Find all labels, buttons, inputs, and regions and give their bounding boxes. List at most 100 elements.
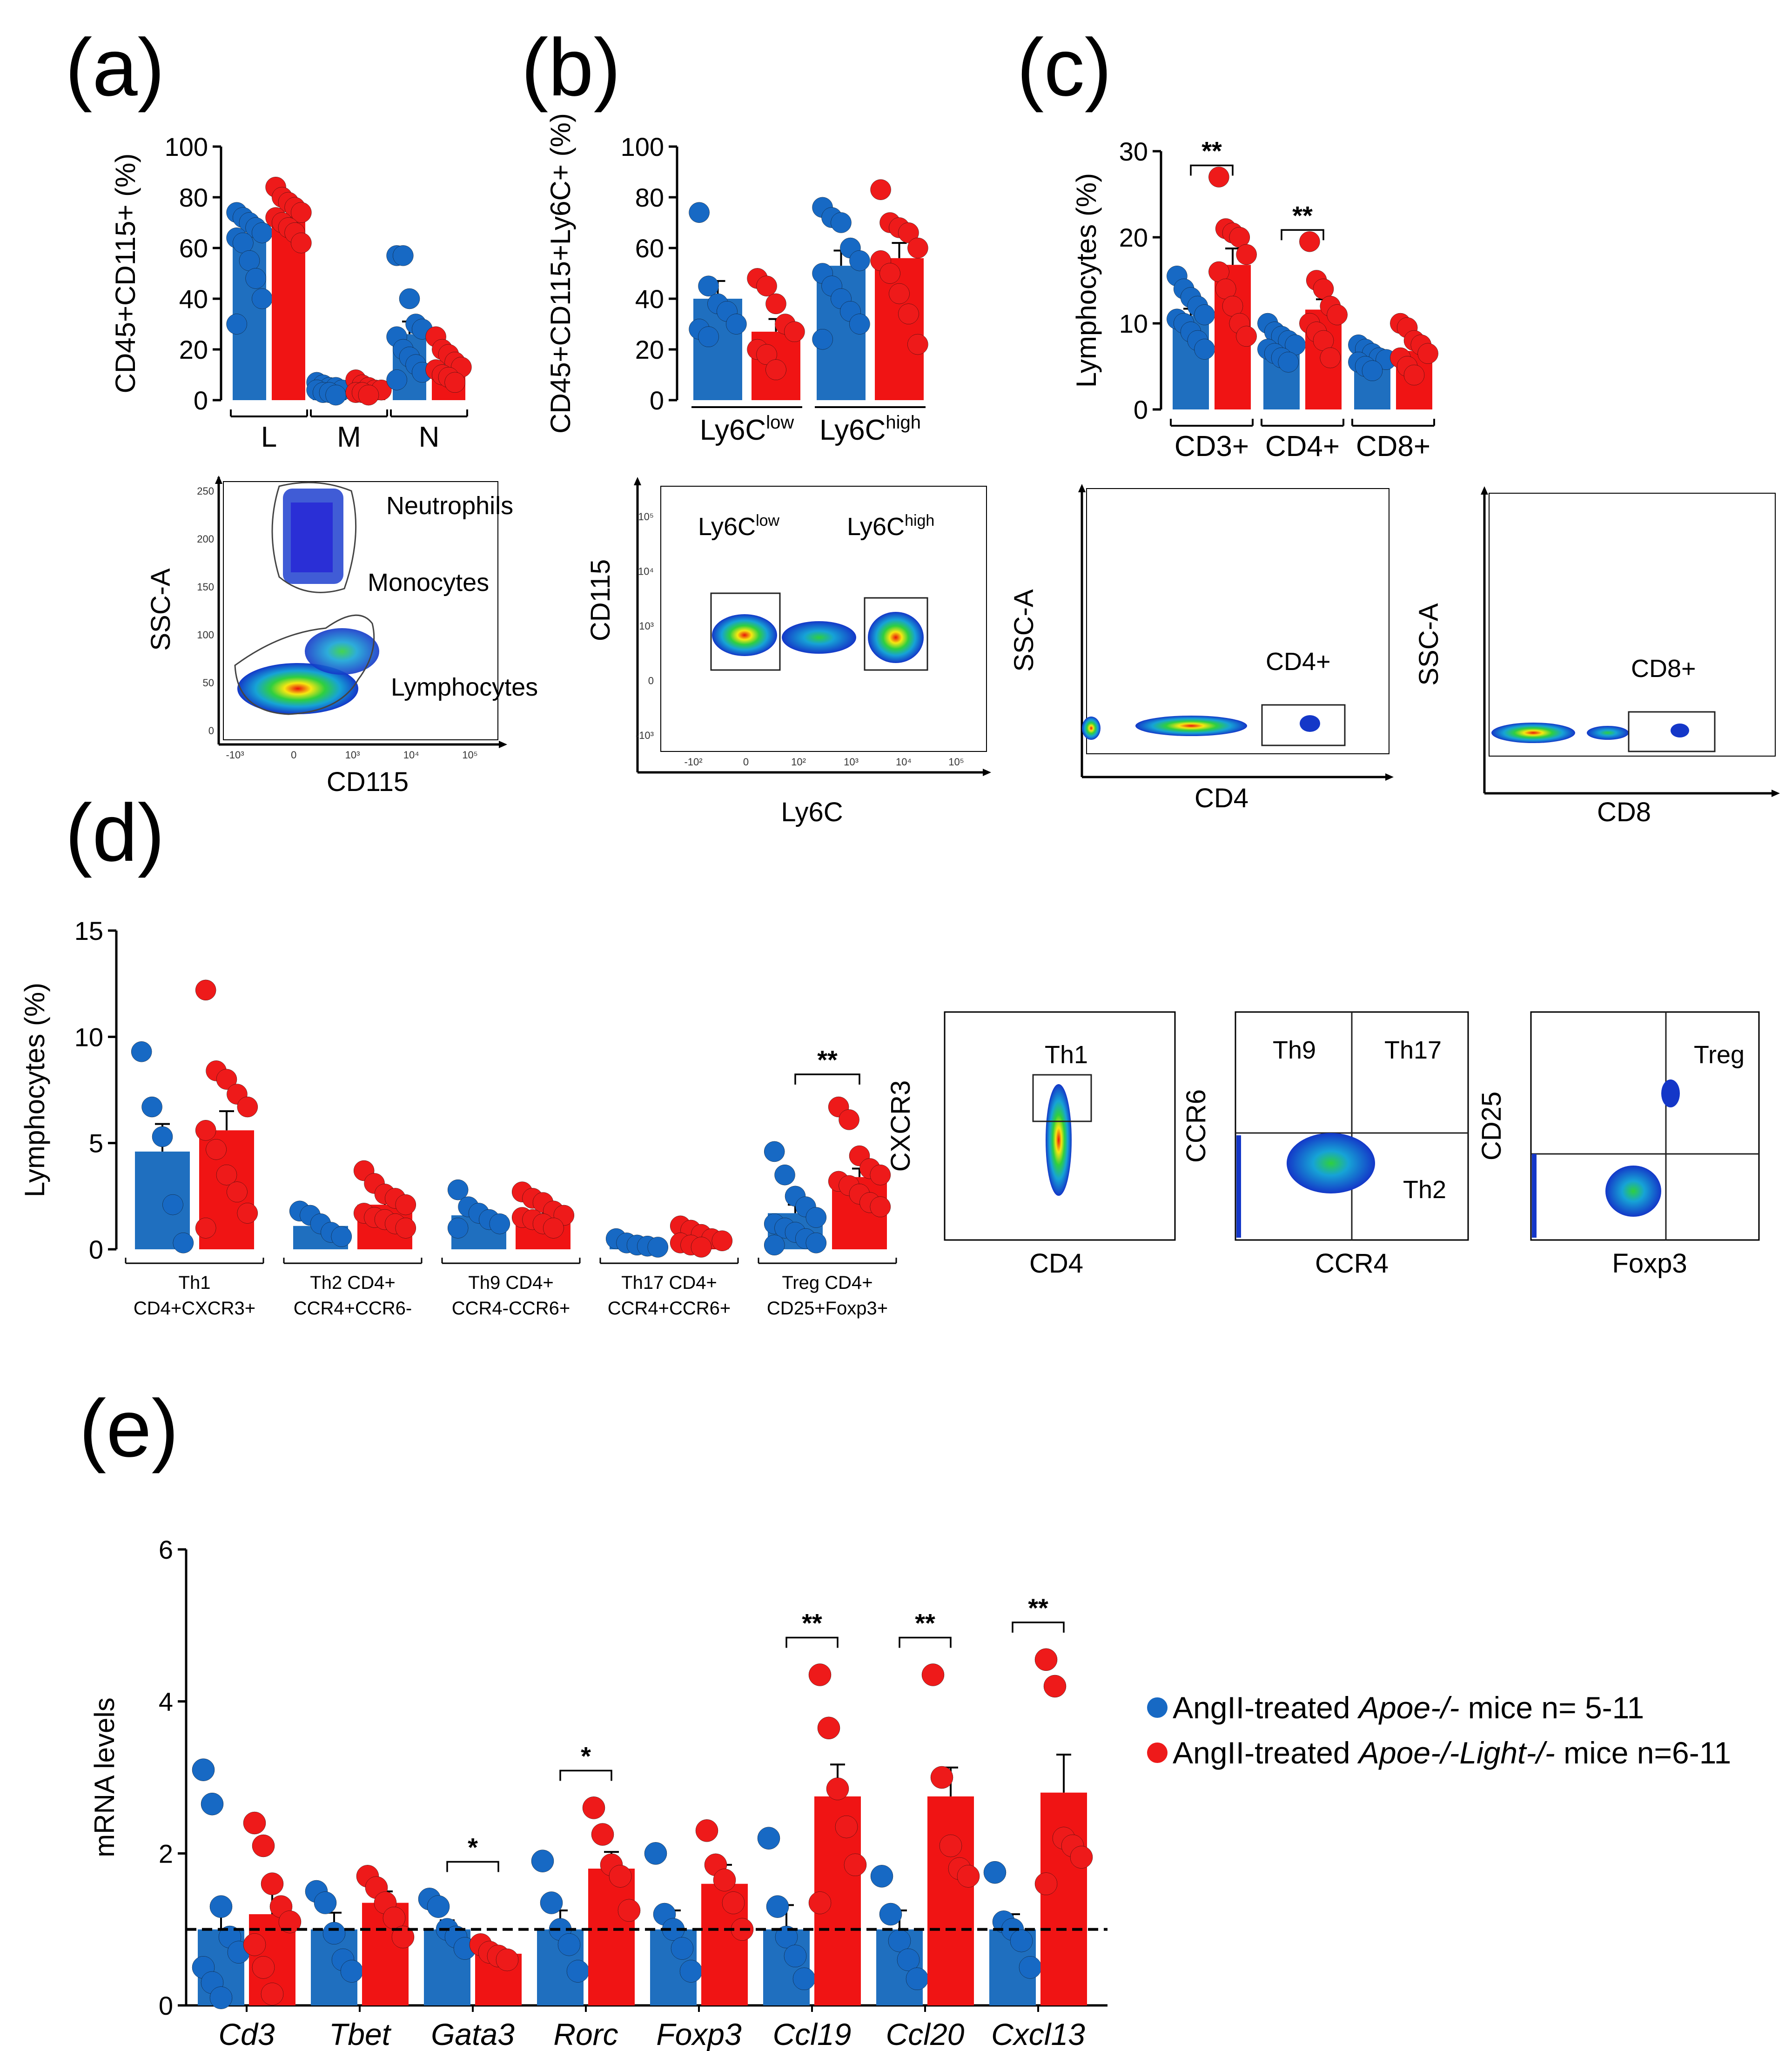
category-label: L: [261, 421, 277, 453]
gate-treg: Treg: [1694, 1041, 1745, 1069]
data-point: [1010, 1929, 1033, 1952]
data-point: [722, 1891, 745, 1914]
flow-tick-label: 10³: [639, 620, 654, 632]
flow-tick-label: 10⁴: [638, 566, 654, 577]
flow-tick-label: 150: [197, 581, 214, 593]
category-label: CD8+: [1356, 430, 1430, 462]
data-point: [314, 1891, 337, 1914]
y-axis-label: CD45+CD115+Ly6C+ (%): [545, 113, 576, 434]
category-label: Gata3: [431, 2017, 515, 2051]
data-point: [322, 1922, 346, 1945]
flow-plot-d-treg: Treg CD25 Foxp3: [1477, 1011, 1760, 1279]
flow-b-low-events: [712, 614, 777, 656]
data-point: [698, 275, 719, 296]
data-point: [844, 1853, 867, 1877]
data-point: [691, 1237, 712, 1258]
data-point: [698, 326, 719, 347]
flow-tick-label: 10²: [791, 756, 806, 768]
data-point: [243, 1811, 266, 1835]
y-tick-label: 80: [179, 183, 208, 212]
data-point: [671, 1937, 694, 1960]
data-point: [889, 283, 910, 304]
data-point: [849, 314, 870, 335]
data-point: [1208, 167, 1229, 188]
y-tick-label: 40: [179, 284, 208, 314]
data-point: [713, 1869, 736, 1891]
flow-b-low-gate: [710, 592, 781, 671]
flow-d3-xlabel: Foxp3: [1612, 1248, 1687, 1279]
data-point: [216, 1164, 237, 1186]
data-point: [216, 1069, 237, 1090]
bar: [927, 1796, 974, 2005]
gate-cd4: CD4+: [1266, 648, 1331, 676]
significance-bracket: [446, 1861, 499, 1872]
category-sup: high: [886, 412, 921, 433]
data-point: [764, 1234, 785, 1256]
significance-label: **: [1292, 201, 1313, 230]
category-label: Th9 CD4+: [468, 1273, 553, 1293]
flow-c2-gate: [1628, 711, 1716, 752]
flow-d3-frame: [1530, 1011, 1760, 1241]
flow-b-mid-events: [782, 621, 856, 654]
data-point: [131, 1041, 152, 1062]
y-axis-label: CD45+CD115+ (%): [110, 154, 141, 394]
flow-a-lymphocyte-events: [237, 663, 358, 714]
data-point: [839, 1109, 859, 1130]
flow-plot-c-cd4: CD4+ SSC-A CD4: [1009, 484, 1394, 813]
bar: [1040, 1792, 1087, 2005]
legend-swatch-apoe: [1147, 1697, 1168, 1718]
data-point: [609, 1865, 632, 1888]
flow-c1-cd4-events: [1300, 715, 1320, 732]
y-tick-label: 20: [1119, 223, 1148, 252]
flow-c2-mid-events: [1587, 726, 1629, 740]
significance-label: **: [1201, 136, 1222, 166]
category-label: Foxp3: [656, 2017, 742, 2051]
data-point: [1403, 364, 1425, 386]
data-point: [808, 1663, 832, 1686]
data-point: [756, 275, 777, 296]
data-point: [444, 372, 465, 393]
flow-tick-label: 10³: [345, 749, 360, 761]
y-tick-label: 0: [1134, 395, 1148, 424]
category-sup: low: [766, 412, 794, 433]
y-tick-label: 20: [179, 335, 208, 364]
chart-a: 0 20 40 60 80 100 CD45+CD115+ (%) L M N: [110, 132, 472, 453]
category-label: Ly6Clow: [700, 412, 794, 446]
y-tick-label: 80: [635, 183, 664, 212]
category-label: CD3+: [1175, 430, 1249, 462]
data-point: [679, 1960, 703, 1983]
data-point: [325, 384, 346, 406]
y-tick-label: 20: [635, 335, 664, 364]
flow-c1-x-arrow: [1385, 773, 1394, 781]
data-point: [591, 1823, 614, 1846]
flow-tick-label: 50: [203, 677, 214, 689]
data-point: [726, 314, 747, 335]
data-point: [849, 250, 870, 271]
y-tick-label: 15: [74, 916, 103, 945]
data-point: [261, 1872, 284, 1895]
gate-th1: Th1: [1045, 1041, 1088, 1069]
data-point: [1194, 304, 1215, 325]
data-point: [201, 1792, 224, 1816]
flow-a-frame: [223, 481, 498, 740]
significance-label: **: [817, 1045, 838, 1074]
data-point: [245, 268, 266, 289]
data-point: [812, 328, 833, 350]
data-point: [162, 1194, 183, 1215]
data-point: [784, 1944, 807, 1968]
flow-plot-b: 10⁵ 10⁴ 10³ 0 -10³ -10² 0 10² 10³ 10⁴ 10⁵ Ly6Clow…: [585, 477, 991, 827]
data-point: [395, 1218, 416, 1239]
flow-b-frame: [660, 486, 987, 752]
data-point: [489, 1213, 510, 1234]
legend-swatch-apoe-light: [1147, 1743, 1168, 1763]
data-point: [831, 212, 852, 233]
data-point: [209, 1986, 233, 2009]
category-label: N: [419, 421, 440, 453]
flow-d1-ylabel: CXCR3: [886, 1080, 916, 1172]
y-tick-label: 10: [74, 1022, 103, 1052]
data-point: [835, 1815, 858, 1838]
significance-bracket: [899, 1636, 952, 1648]
flow-c2-main-events: [1491, 723, 1575, 743]
significance-bracket: [785, 1636, 839, 1648]
